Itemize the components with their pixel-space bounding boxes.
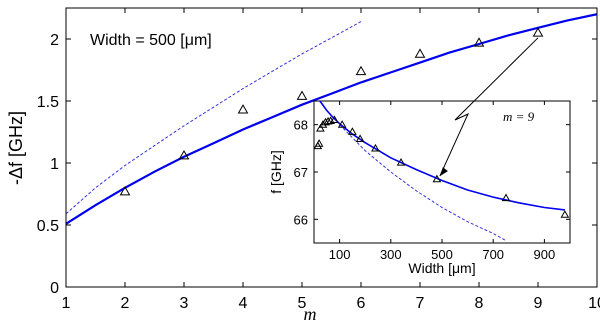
inset-x-tick-label: 100 [329, 247, 351, 262]
inset-y-tick-label: 67 [294, 165, 308, 180]
main-data-point [414, 48, 426, 58]
inset-series-group [314, 101, 570, 242]
main-data-point [532, 27, 544, 37]
main-x-tick-label: 7 [416, 295, 425, 312]
inset-x-tick-label: 700 [482, 247, 504, 262]
inset-plot: 100 300 500 700 900 66 67 68 [294, 101, 570, 262]
inset-data-point [355, 134, 365, 142]
inset-data-point [330, 115, 339, 124]
callout-arrow [439, 37, 539, 177]
main-annotation: Width = 500 [μm] [90, 32, 212, 49]
inset-x-tick-label: 500 [431, 247, 453, 262]
main-data-point [119, 186, 131, 196]
inset-x-axis-label: Width [μm] [408, 260, 475, 276]
inset-data-point [337, 120, 347, 128]
main-data-point [296, 90, 308, 100]
inset-data-point [348, 127, 357, 135]
inset-y-tick-label: 66 [294, 212, 308, 227]
main-data-point [178, 150, 190, 160]
main-dashed-curve [66, 21, 362, 215]
inset-x-tick-label: 900 [534, 247, 556, 262]
main-y-tick-label: 1.5 [37, 94, 59, 111]
main-series-group [66, 13, 597, 225]
main-y-tick-label: 0.5 [37, 218, 59, 235]
main-x-tick-label: 10 [588, 295, 600, 312]
inset-data-point [316, 123, 325, 132]
inset-solid-curve [318, 101, 565, 211]
main-data-point [473, 37, 485, 47]
main-x-tick-label: 5 [298, 295, 307, 312]
inset-data-point [396, 158, 406, 166]
inset-dashed-curve [339, 124, 507, 242]
main-y-axis-label: -Δf [GHz] [6, 111, 26, 185]
callout-arrowhead [439, 167, 448, 177]
inset-data-point [560, 210, 570, 218]
main-y-tick-label: 1 [50, 156, 59, 173]
main-x-axis-label: m [304, 304, 317, 324]
inset-data-point [501, 193, 511, 202]
main-y-tick-label: 2 [50, 32, 59, 49]
inset-annotation: m = 9 [503, 109, 535, 124]
main-solid-curve [66, 13, 597, 225]
inset-data-point [314, 139, 324, 147]
main-x-tick-label: 3 [180, 295, 189, 312]
main-x-tick-label: 9 [534, 295, 543, 312]
inset-y-tick-label: 68 [294, 118, 308, 133]
main-y-tick-label: 0 [50, 280, 59, 297]
main-data-point [355, 65, 367, 76]
main-axes-frame [65, 7, 598, 288]
inset-data-point [371, 143, 380, 152]
main-x-tick-label: 1 [62, 295, 71, 312]
main-x-tick-label: 2 [121, 295, 130, 312]
main-x-tick-label: 6 [357, 295, 366, 312]
main-x-tick-label: 4 [239, 295, 248, 312]
inset-y-axis-label: f [GHz] [268, 150, 284, 194]
inset-data-point [321, 117, 330, 126]
main-data-point [237, 104, 249, 114]
inset-x-tick-label: 300 [380, 247, 402, 262]
inset-data-point [432, 174, 442, 183]
main-x-tick-label: 8 [475, 295, 484, 312]
callout-line [439, 37, 539, 177]
